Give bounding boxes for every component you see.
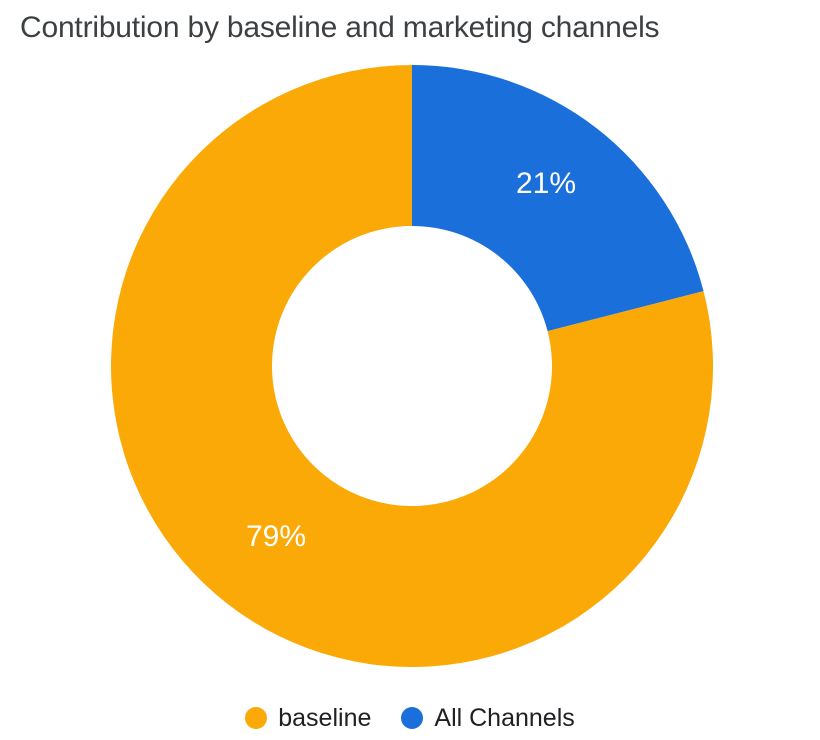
slice-label-all-channels: 21% [516, 167, 576, 200]
donut-plot-area: 21% 79% [0, 55, 820, 680]
chart-legend: baseline All Channels [0, 698, 820, 738]
donut-slice-labels: 21% 79% [246, 167, 576, 553]
donut-slices [110, 65, 714, 668]
donut-slice-all-channels[interactable] [412, 65, 704, 332]
donut-slice-baseline[interactable] [110, 65, 714, 668]
legend-swatch-baseline-icon [245, 707, 268, 729]
slice-label-baseline: 79% [246, 520, 306, 553]
legend-label-baseline: baseline [278, 704, 372, 732]
chart-title: Contribution by baseline and marketing c… [20, 11, 660, 44]
legend-item-baseline[interactable]: baseline [245, 704, 371, 732]
legend-swatch-all-channels-icon [401, 707, 424, 729]
legend-label-all-channels: All Channels [434, 704, 575, 732]
legend-item-all-channels[interactable]: All Channels [401, 704, 575, 732]
donut-svg: 21% 79% [110, 65, 714, 668]
